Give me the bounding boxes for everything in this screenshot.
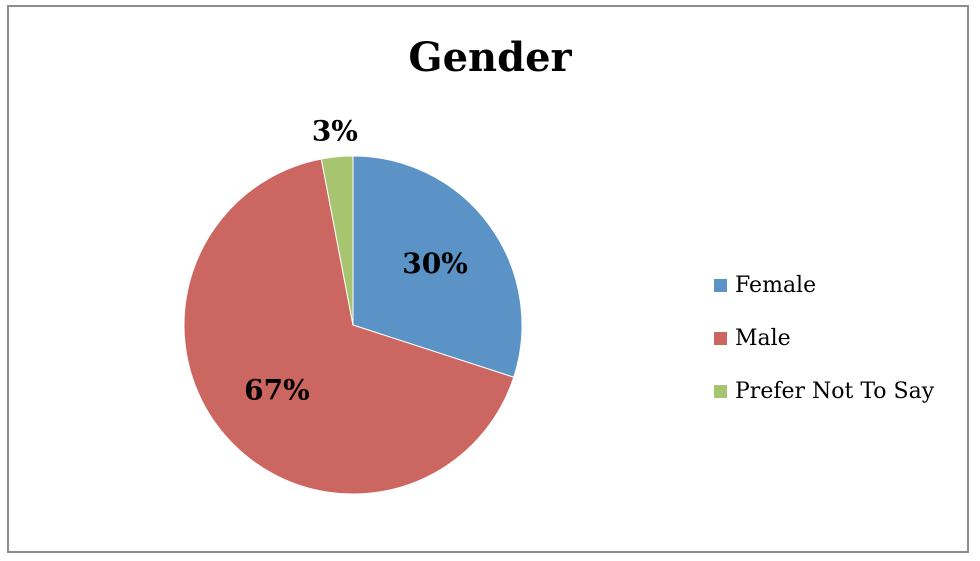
chart-title: Gender — [408, 34, 572, 81]
legend-item-prefer-not-to-say: Prefer Not To Say — [714, 365, 934, 418]
legend-item-female: Female — [714, 259, 934, 312]
data-label-female: 30% — [402, 247, 468, 280]
pie-slice-male — [183, 158, 515, 495]
legend-swatch — [714, 279, 727, 292]
pie-slice-female — [352, 155, 523, 378]
legend-label: Prefer Not To Say — [735, 379, 935, 404]
pie-slice-prefer-not-to-say — [320, 155, 354, 326]
legend-label: Female — [735, 273, 817, 298]
legend: Female Male Prefer Not To Say — [714, 259, 934, 418]
data-label-male: 67% — [244, 374, 310, 407]
legend-label: Male — [735, 326, 791, 351]
data-label-prefer-not-to-say: 3% — [312, 115, 358, 148]
legend-swatch — [714, 332, 727, 345]
legend-swatch — [714, 385, 727, 398]
legend-item-male: Male — [714, 312, 934, 365]
